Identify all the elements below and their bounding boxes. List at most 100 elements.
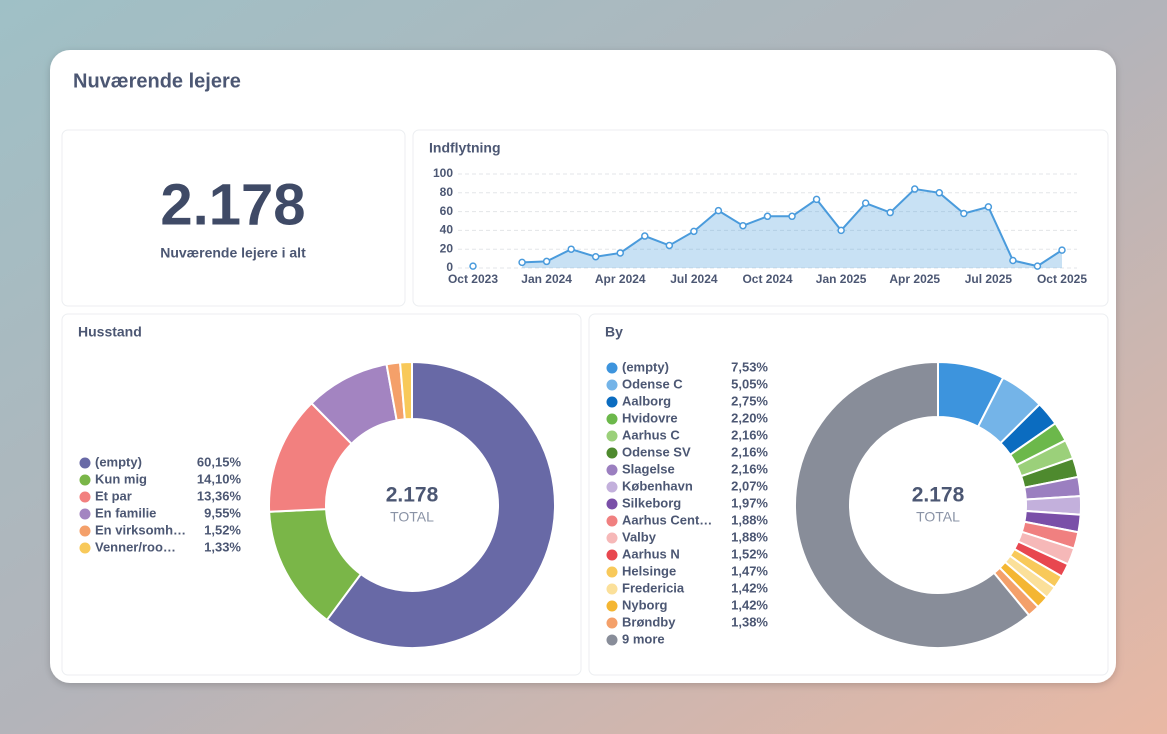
line-point (567, 245, 575, 253)
y-tick-label: 60 (440, 204, 454, 218)
kpi-value: 2.178 (160, 172, 305, 237)
line-point (469, 262, 477, 270)
legend-swatch (606, 481, 618, 493)
legend-value: 2,16% (731, 427, 768, 442)
legend-value: 2,20% (731, 410, 768, 425)
line-point (739, 221, 747, 230)
legend-swatch (606, 413, 618, 425)
y-tick-label: 40 (440, 223, 454, 237)
x-tick-label: Oct 2024 (742, 272, 792, 286)
legend-value: 2,75% (731, 393, 768, 408)
legend-value: 1,52% (204, 522, 241, 537)
line-point (616, 249, 624, 257)
legend-swatch (606, 379, 618, 391)
donut-total-label: TOTAL (916, 509, 960, 525)
legend-swatch (79, 508, 91, 520)
chart-title: Husstand (78, 324, 142, 340)
legend-label: 9 more (622, 631, 665, 646)
legend-swatch (606, 447, 618, 459)
legend-swatch (606, 498, 618, 510)
legend-label: Fredericia (622, 580, 685, 595)
kpi-card (61, 129, 406, 307)
legend-value: 1,88% (731, 529, 768, 544)
line-point (812, 195, 821, 204)
line-point (714, 206, 723, 215)
x-tick-label: Jan 2024 (521, 272, 572, 286)
line-point (984, 203, 993, 211)
line-point (837, 226, 845, 235)
legend-value: 2,16% (731, 444, 768, 459)
line-point (911, 185, 919, 193)
legend-swatch (606, 396, 618, 408)
legend-value: 1,42% (731, 580, 768, 595)
legend-swatch (606, 549, 618, 561)
y-tick-label: 20 (440, 241, 454, 255)
legend-swatch (606, 515, 618, 527)
legend-swatch (606, 430, 618, 442)
chart-title: Indflytning (429, 140, 501, 156)
legend-label: (empty) (95, 454, 142, 469)
legend-label: København (622, 478, 693, 493)
line-point (935, 189, 944, 197)
legend-swatch (606, 566, 618, 578)
legend-swatch (79, 491, 91, 503)
line-area (522, 189, 1062, 268)
x-tick-label: Jul 2025 (965, 272, 1013, 286)
legend-label: Odense SV (622, 444, 691, 459)
legend-value: 60,15% (197, 454, 242, 469)
legend-swatch (79, 525, 91, 537)
line-point (665, 241, 674, 250)
legend-value: 1,42% (731, 597, 768, 612)
legend-label: Brøndby (622, 614, 676, 629)
donut-total-label: TOTAL (390, 509, 434, 525)
line-point (886, 208, 894, 217)
y-tick-label: 0 (446, 260, 453, 274)
legend-value: 9,55% (204, 505, 241, 520)
legend-value: 1,47% (731, 563, 768, 578)
x-tick-label: Jan 2025 (816, 272, 867, 286)
legend-swatch (606, 532, 618, 544)
legend-label: En virksomh… (95, 522, 186, 537)
legend-label: Slagelse (622, 461, 675, 476)
line-point (542, 257, 551, 266)
line-point (641, 232, 649, 240)
legend-swatch (606, 464, 618, 476)
legend-swatch (606, 634, 618, 646)
legend-label: (empty) (622, 359, 669, 374)
kpi-label: Nuværende lejere i alt (160, 245, 306, 261)
legend-label: Aarhus N (622, 546, 680, 561)
donut-total: 2.178 (386, 484, 439, 507)
line-point (1058, 246, 1066, 254)
legend-value: 13,36% (197, 488, 242, 503)
legend-swatch (79, 457, 91, 469)
legend-swatch (606, 617, 618, 629)
legend-label: Silkeborg (622, 495, 681, 510)
legend-value: 1,52% (731, 546, 768, 561)
legend-label: Aalborg (622, 393, 671, 408)
legend-label: Odense C (622, 376, 683, 391)
donut-slice (794, 360, 1031, 649)
x-tick-label: Jul 2024 (670, 272, 718, 286)
x-tick-label: Apr 2024 (595, 272, 646, 286)
chart-title: By (605, 324, 623, 340)
legend-swatch (79, 474, 91, 486)
legend-label: Aarhus Cent… (622, 512, 712, 527)
donut-slice (398, 360, 413, 421)
legend-label: Venner/roo… (95, 539, 176, 554)
legend-swatch (606, 600, 618, 612)
line-point (591, 252, 600, 261)
y-tick-label: 100 (433, 166, 453, 180)
legend-value: 1,33% (204, 539, 241, 554)
line-point (788, 212, 796, 221)
legend-swatch (79, 542, 91, 554)
legend-label: Kun mig (95, 471, 147, 486)
x-tick-label: Oct 2023 (448, 272, 498, 286)
line-point (763, 212, 772, 221)
legend-label: Nyborg (622, 597, 668, 612)
legend-value: 1,97% (731, 495, 768, 510)
legend-label: Helsinge (622, 563, 676, 578)
line-point (518, 258, 526, 267)
legend-value: 5,05% (731, 376, 768, 391)
legend-label: Hvidovre (622, 410, 678, 425)
